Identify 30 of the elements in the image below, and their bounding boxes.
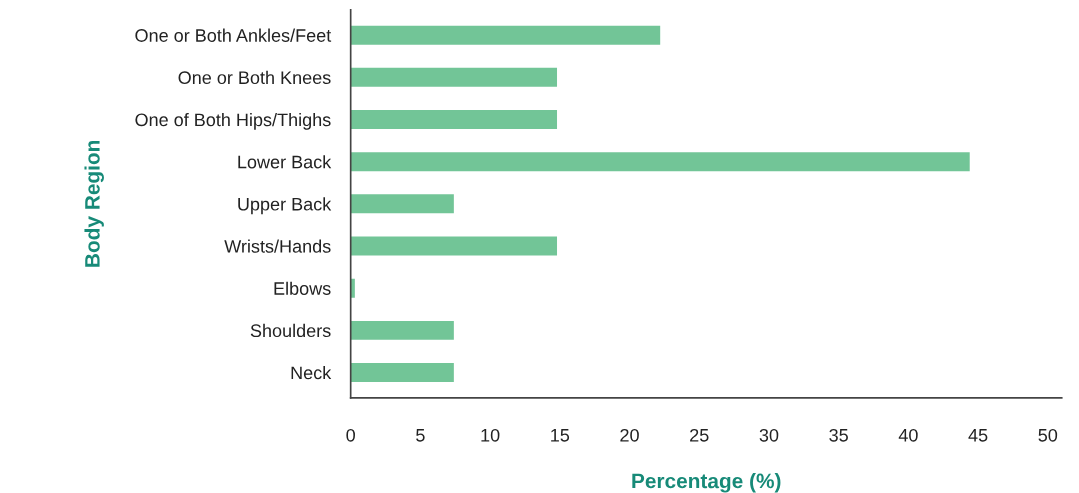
y-tick-label: One or Both Ankles/Feet <box>135 28 332 42</box>
x-tick-label: 0 <box>346 428 355 442</box>
y-tick-label: One of Both Hips/Thighs <box>135 112 331 130</box>
y-tick-label: Lower Back <box>238 155 332 169</box>
bar <box>350 320 454 340</box>
bar <box>350 236 558 256</box>
x-tick-label: 35 <box>829 428 848 442</box>
x-axis-title: Percentage (%) <box>632 473 781 493</box>
x-tick-label: 50 <box>1038 428 1058 442</box>
x-tick-label: 20 <box>620 428 639 442</box>
y-tick-label: Shoulders <box>250 323 331 338</box>
bar <box>350 152 970 172</box>
x-tick-label: 10 <box>481 428 500 442</box>
bar <box>350 194 454 214</box>
x-tick-label: 5 <box>416 429 425 442</box>
y-tick-label: Wrists/Hands <box>224 239 331 253</box>
y-axis-title: Body Region <box>84 140 104 267</box>
x-tick-label: 45 <box>968 429 988 442</box>
y-tick-label: Elbows <box>274 281 331 295</box>
bar <box>350 110 558 129</box>
bar <box>350 67 558 87</box>
x-tick-label: 30 <box>759 428 779 442</box>
y-tick-label: Neck <box>291 366 332 380</box>
bar <box>350 363 454 383</box>
x-tick-label: 15 <box>551 429 570 442</box>
x-tick-label: 40 <box>898 428 918 442</box>
bar <box>350 25 661 45</box>
y-tick-label: Upper Back <box>238 197 332 215</box>
x-tick-label: 25 <box>690 428 709 442</box>
y-tick-label: One or Both Knees <box>178 70 331 85</box>
